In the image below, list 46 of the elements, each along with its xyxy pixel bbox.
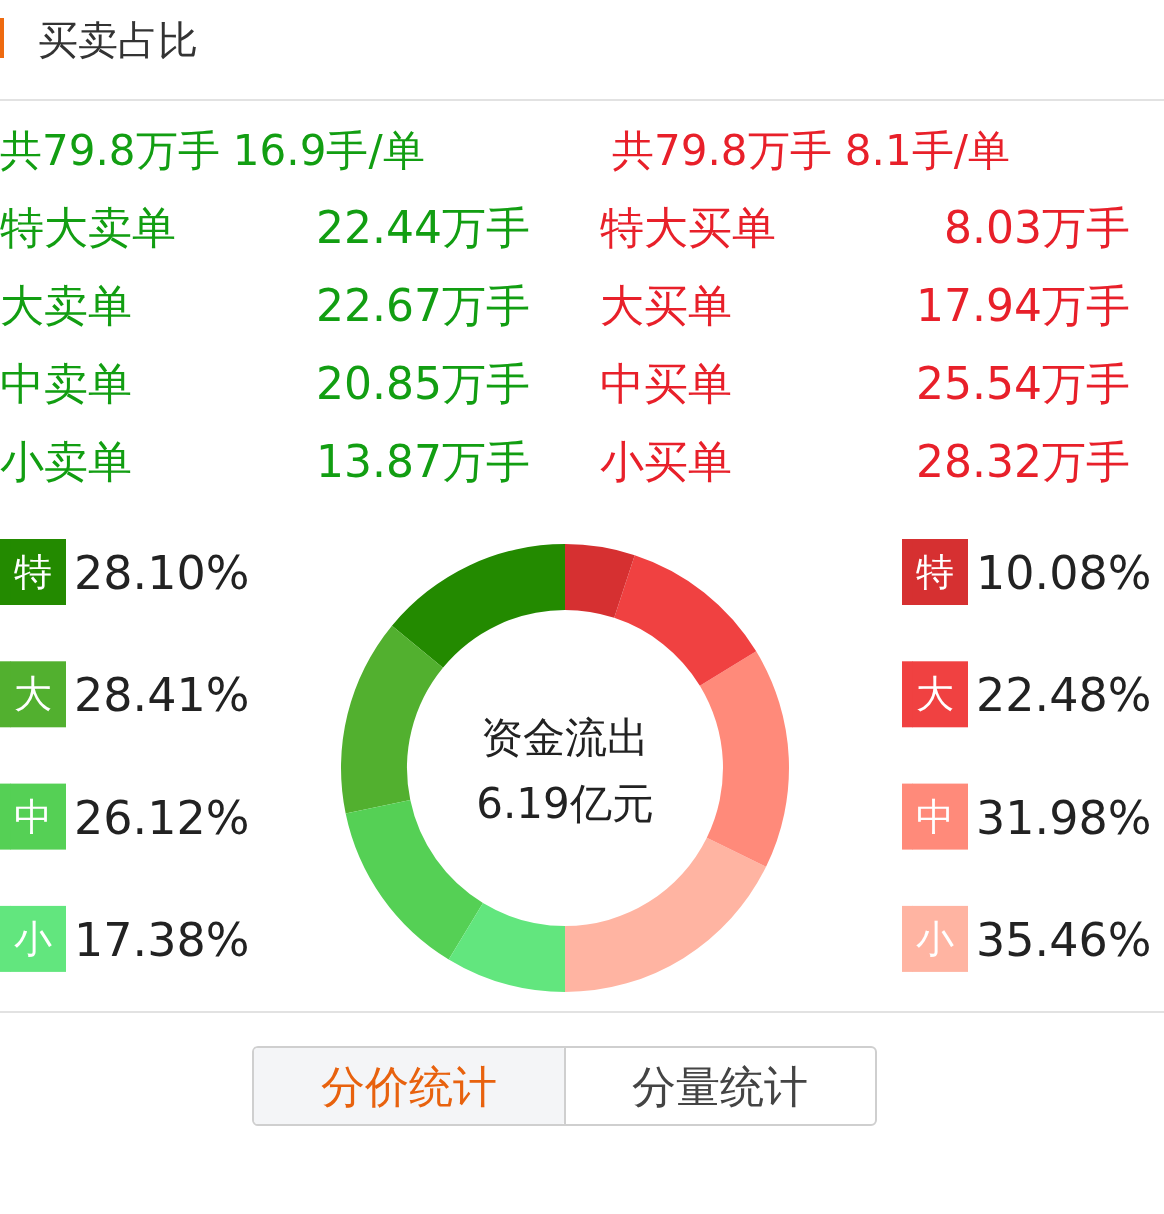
text: 25.54万手 xyxy=(916,358,1130,409)
data-label: 31.98% xyxy=(976,790,1152,845)
text: 20.85万手 xyxy=(316,358,530,409)
donut-slice xyxy=(448,903,566,992)
text: 22.44万手 xyxy=(316,202,530,253)
text: 中买单 xyxy=(600,358,732,409)
legend-label: 中 xyxy=(916,794,954,839)
data-label: 10.08% xyxy=(976,546,1152,600)
text: 6.19亿元 xyxy=(476,779,654,828)
text: 大卖单 xyxy=(0,280,132,331)
legend-label: 大 xyxy=(916,672,954,717)
text: 共79.8万手 16.9手/单 xyxy=(0,126,425,175)
legend-label: 小 xyxy=(916,916,954,961)
donut-slice xyxy=(565,837,767,992)
donut-slice xyxy=(391,544,565,668)
data-label: 35.46% xyxy=(976,912,1152,967)
text: 17.94万手 xyxy=(916,280,1130,331)
legend-label: 特 xyxy=(916,550,954,594)
chart-title: 买卖占比 xyxy=(38,17,198,63)
text: 特大买单 xyxy=(600,202,776,253)
donut-slice xyxy=(699,651,789,867)
donut-slice xyxy=(565,544,635,618)
legend-label: 小 xyxy=(14,916,52,961)
text: 中卖单 xyxy=(0,358,132,409)
text: 大买单 xyxy=(600,280,732,331)
data-label: 28.41% xyxy=(74,668,250,723)
text: 共79.8万手 8.1手/单 xyxy=(612,126,1010,175)
donut-slice xyxy=(341,625,443,814)
text: 分量统计 xyxy=(632,1061,808,1112)
data-label: 17.38% xyxy=(74,912,250,967)
legend-label: 特 xyxy=(14,550,52,594)
text: 8.03万手 xyxy=(944,202,1130,253)
text: 13.87万手 xyxy=(316,436,530,487)
donut-slice xyxy=(614,555,757,686)
text: 小买单 xyxy=(600,436,732,487)
legend-label: 中 xyxy=(14,794,52,839)
legend-label: 大 xyxy=(14,672,52,717)
text: 小卖单 xyxy=(0,436,132,487)
text: 22.67万手 xyxy=(316,280,530,331)
text: 特大卖单 xyxy=(0,202,176,253)
text: 分价统计 xyxy=(321,1061,497,1112)
text: 资金流出 xyxy=(481,713,649,762)
data-label: 22.48% xyxy=(976,668,1152,723)
text: 28.32万手 xyxy=(916,436,1130,487)
data-label: 26.12% xyxy=(74,790,250,845)
data-label: 28.10% xyxy=(74,546,250,600)
